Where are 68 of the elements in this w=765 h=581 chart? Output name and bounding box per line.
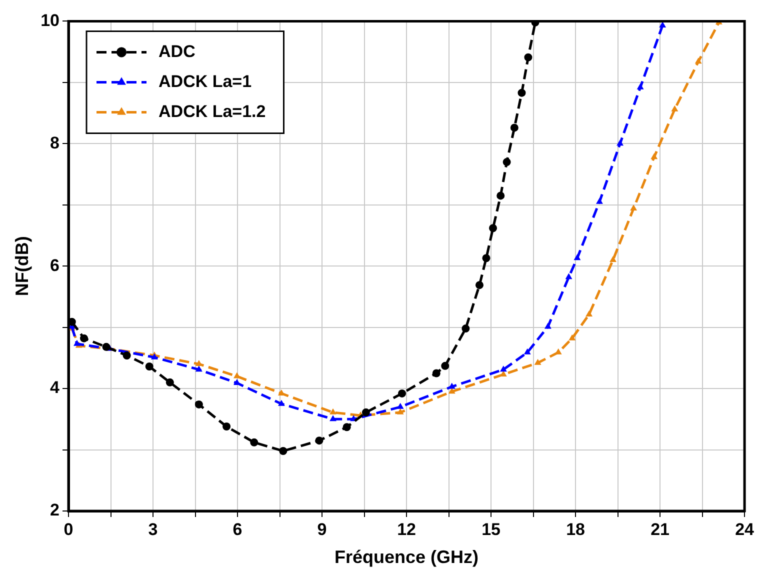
point: [362, 408, 370, 416]
point: [671, 105, 678, 112]
point: [518, 88, 526, 97]
y-axis-title: NF(dB): [12, 236, 32, 296]
y-tick-label: 8: [50, 133, 60, 152]
point: [565, 273, 572, 280]
point: [250, 438, 258, 446]
point: [524, 348, 531, 354]
point: [279, 447, 288, 455]
point: [616, 140, 624, 146]
point: [342, 423, 351, 432]
point: [636, 83, 644, 90]
x-tick-label: 15: [482, 520, 500, 539]
legend-label: ADCK La=1.2: [158, 102, 266, 121]
point: [610, 256, 616, 262]
point: [233, 379, 240, 386]
legend-label: ADCK La=1: [158, 72, 252, 91]
point: [510, 124, 518, 132]
x-tick-label: 6: [232, 520, 242, 539]
legend-label: ADC: [158, 42, 196, 61]
point: [448, 388, 456, 394]
point: [524, 53, 532, 62]
y-tick-label: 10: [40, 10, 60, 30]
point: [166, 378, 174, 386]
y-tick-label: 4: [50, 378, 60, 398]
point: [489, 224, 498, 232]
point: [568, 334, 576, 340]
point: [462, 324, 470, 333]
point: [502, 158, 511, 166]
point: [222, 422, 231, 431]
point: [586, 310, 593, 316]
point: [544, 322, 552, 329]
point: [630, 204, 638, 211]
y-tick-label: 6: [50, 256, 60, 275]
x-axis-title: Fréquence (GHz): [334, 547, 479, 568]
point: [278, 400, 285, 406]
point: [233, 372, 240, 378]
point: [315, 436, 324, 445]
point: [195, 366, 202, 372]
point: [194, 400, 203, 408]
point: [574, 254, 581, 260]
point: [482, 254, 490, 262]
x-tick-label: 3: [148, 520, 158, 539]
point: [496, 192, 505, 200]
x-tick-label: 9: [317, 520, 327, 539]
point: [650, 153, 658, 160]
point: [122, 351, 131, 360]
point: [396, 408, 404, 414]
point: [398, 389, 406, 398]
point: [534, 358, 542, 365]
point: [145, 362, 154, 371]
x-tick-label: 18: [566, 520, 585, 539]
point: [80, 334, 88, 342]
point: [330, 408, 336, 414]
y-tick-label: 2: [50, 500, 60, 520]
point: [102, 342, 110, 351]
x-tick-label: 12: [397, 520, 416, 539]
point: [475, 281, 484, 290]
point: [596, 198, 603, 204]
x-tick-label: 24: [735, 520, 755, 539]
point: [396, 402, 404, 409]
point: [441, 362, 450, 370]
point: [330, 415, 336, 422]
x-tick-label: 21: [650, 520, 670, 539]
point: [500, 366, 507, 372]
point: [432, 369, 440, 378]
x-tick-label: 0: [64, 520, 74, 539]
point: [694, 58, 702, 64]
